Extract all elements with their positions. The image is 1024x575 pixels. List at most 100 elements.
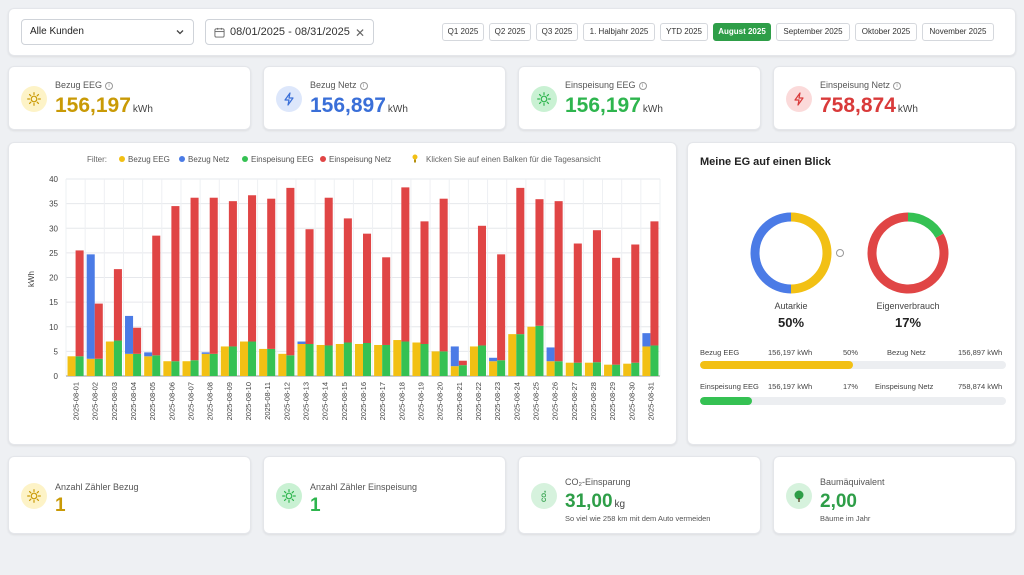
bar-segment[interactable] xyxy=(239,341,249,376)
info-icon[interactable]: i xyxy=(638,82,647,90)
bar-segment[interactable] xyxy=(469,346,478,376)
bar-segment[interactable] xyxy=(401,187,410,342)
bar-segment[interactable] xyxy=(382,257,391,345)
bar-segment[interactable] xyxy=(497,254,506,361)
bar-segment[interactable] xyxy=(554,201,563,362)
legend-dot[interactable] xyxy=(179,156,185,162)
bar-segment[interactable] xyxy=(535,325,544,376)
bar-segment[interactable] xyxy=(163,361,172,376)
bar-segment[interactable] xyxy=(401,341,410,376)
bar-segment[interactable] xyxy=(584,362,593,376)
bar-segment[interactable] xyxy=(297,343,306,376)
bar-segment[interactable] xyxy=(642,333,651,347)
bar-segment[interactable] xyxy=(363,343,372,376)
bar-segment[interactable] xyxy=(67,356,76,376)
period-button[interactable]: August 2025 xyxy=(713,23,771,41)
bar-segment[interactable] xyxy=(450,346,459,367)
bar-segment[interactable] xyxy=(604,364,613,376)
bar-segment[interactable] xyxy=(489,361,498,376)
bar-segment[interactable] xyxy=(94,358,103,376)
bar-segment[interactable] xyxy=(439,351,448,376)
bar-segment[interactable] xyxy=(650,345,659,376)
bar-segment[interactable] xyxy=(297,341,306,344)
bar-segment[interactable] xyxy=(554,361,563,376)
bar-segment[interactable] xyxy=(631,362,640,376)
period-button[interactable]: YTD 2025 xyxy=(660,23,708,41)
bar-segment[interactable] xyxy=(623,363,632,376)
bar-segment[interactable] xyxy=(343,342,352,376)
bar-segment[interactable] xyxy=(565,362,574,376)
bar-segment[interactable] xyxy=(412,342,421,376)
legend-item[interactable]: Bezug EEG xyxy=(128,155,170,164)
bar-segment[interactable] xyxy=(546,361,555,376)
bar-segment[interactable] xyxy=(133,327,142,354)
bar-segment[interactable] xyxy=(190,197,199,361)
bar-segment[interactable] xyxy=(113,269,122,341)
bar-segment[interactable] xyxy=(497,360,506,376)
bar-segment[interactable] xyxy=(612,364,621,376)
bar-segment[interactable] xyxy=(248,341,257,376)
bar-segment[interactable] xyxy=(259,348,268,376)
bar-segment[interactable] xyxy=(477,345,487,376)
bar-segment[interactable] xyxy=(335,343,344,376)
bar-segment[interactable] xyxy=(382,344,391,376)
bar-segment[interactable] xyxy=(171,361,180,376)
bar-segment[interactable] xyxy=(592,230,601,363)
bar-segment[interactable] xyxy=(343,218,352,343)
period-button[interactable]: November 2025 xyxy=(922,23,994,41)
bar-segment[interactable] xyxy=(152,355,161,376)
bar-segment[interactable] xyxy=(86,254,95,359)
bar-segment[interactable] xyxy=(612,257,621,365)
bar-segment[interactable] xyxy=(546,347,555,362)
bar-segment[interactable] xyxy=(516,334,525,376)
bar-segment[interactable] xyxy=(267,198,276,349)
bar-segment[interactable] xyxy=(458,365,467,376)
bar-segment[interactable] xyxy=(420,343,429,376)
bar-segment[interactable] xyxy=(431,351,440,376)
bar-segment[interactable] xyxy=(573,243,582,363)
period-button[interactable]: Oktober 2025 xyxy=(855,23,917,41)
info-icon[interactable]: i xyxy=(105,82,114,90)
bar-segment[interactable] xyxy=(573,362,582,376)
bar-segment[interactable] xyxy=(286,355,295,376)
clear-icon[interactable]: ✕ xyxy=(354,26,365,40)
period-button[interactable]: September 2025 xyxy=(776,23,850,41)
bar-segment[interactable] xyxy=(133,353,142,376)
bar-segment[interactable] xyxy=(450,366,459,376)
bar-segment[interactable] xyxy=(267,348,276,376)
bar-segment[interactable] xyxy=(305,343,314,376)
bar-segment[interactable] xyxy=(363,233,372,344)
date-range-input[interactable]: 08/01/2025 - 08/31/2025 ✕ xyxy=(205,19,374,45)
bar-segment[interactable] xyxy=(316,344,325,376)
bar-segment[interactable] xyxy=(125,353,134,376)
bar-segment[interactable] xyxy=(508,334,517,376)
bar-segment[interactable] xyxy=(201,352,210,354)
period-button[interactable]: 1. Halbjahr 2025 xyxy=(583,23,655,41)
legend-dot[interactable] xyxy=(119,156,125,162)
period-button[interactable]: Q3 2025 xyxy=(536,23,578,41)
bar-segment[interactable] xyxy=(94,303,103,359)
bar-segment[interactable] xyxy=(489,357,498,362)
bar-segment[interactable] xyxy=(527,326,536,376)
bar-segment[interactable] xyxy=(278,353,287,376)
bar-segment[interactable] xyxy=(592,362,601,376)
legend-item[interactable]: Bezug Netz xyxy=(188,155,229,164)
legend-dot[interactable] xyxy=(242,156,248,162)
bar-segment[interactable] xyxy=(182,361,191,376)
bar-segment[interactable] xyxy=(144,352,153,357)
bar-segment[interactable] xyxy=(171,206,180,362)
bar-segment[interactable] xyxy=(324,197,333,346)
bar-segment[interactable] xyxy=(324,345,333,376)
bar-segment[interactable] xyxy=(105,341,114,376)
bar-segment[interactable] xyxy=(477,225,487,346)
legend-item[interactable]: Einspeisung Netz xyxy=(329,155,391,164)
info-icon[interactable] xyxy=(836,249,844,257)
bar-segment[interactable] xyxy=(305,229,314,344)
bar-segment[interactable] xyxy=(642,346,651,376)
bar-segment[interactable] xyxy=(209,353,218,376)
bar-segment[interactable] xyxy=(201,353,210,376)
customer-select[interactable]: Alle Kunden xyxy=(21,19,194,45)
bar-segment[interactable] xyxy=(458,360,467,366)
bar-segment[interactable] xyxy=(420,221,429,344)
bar-segment[interactable] xyxy=(374,344,383,376)
